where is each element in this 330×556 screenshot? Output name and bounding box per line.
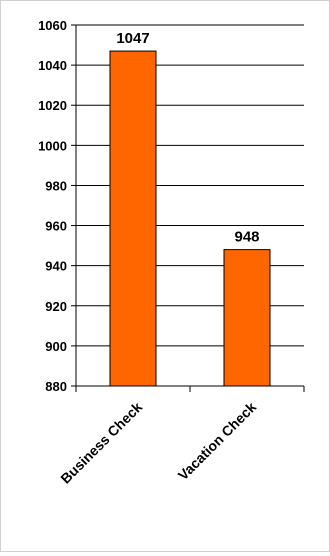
axes — [71, 24, 305, 392]
data-label: 1047 — [116, 30, 149, 47]
bar-vacation-check — [223, 249, 271, 387]
y-tick-label: 1020 — [38, 98, 67, 113]
y-tick-label: 900 — [45, 339, 67, 354]
x-category-label: Vacation Check — [175, 399, 260, 484]
y-tick-label: 960 — [45, 219, 67, 234]
bars — [109, 50, 271, 387]
data-label: 948 — [234, 229, 259, 246]
y-tick-label: 920 — [45, 299, 67, 314]
x-category-label: Business Check — [57, 399, 145, 487]
y-tick-label: 1040 — [38, 58, 67, 73]
y-tick-label: 940 — [45, 259, 67, 274]
y-tick-label: 1000 — [38, 138, 67, 153]
bar-business-check — [109, 50, 157, 387]
y-tick-label: 980 — [45, 178, 67, 193]
y-tick-label: 1060 — [38, 18, 67, 33]
y-tick-label: 880 — [45, 379, 67, 394]
